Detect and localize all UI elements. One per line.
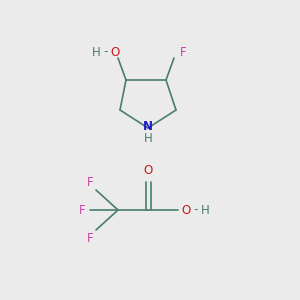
Text: F: F: [180, 46, 186, 59]
Text: N: N: [143, 119, 153, 133]
Text: O: O: [182, 203, 190, 217]
Text: F: F: [87, 176, 93, 188]
Text: -: -: [104, 46, 108, 59]
Text: O: O: [110, 46, 120, 59]
Text: H: H: [201, 203, 209, 217]
Text: H: H: [144, 133, 152, 146]
Text: F: F: [79, 203, 85, 217]
Text: -: -: [194, 203, 198, 217]
Text: H: H: [92, 46, 100, 59]
Text: O: O: [143, 164, 153, 178]
Text: F: F: [87, 232, 93, 244]
